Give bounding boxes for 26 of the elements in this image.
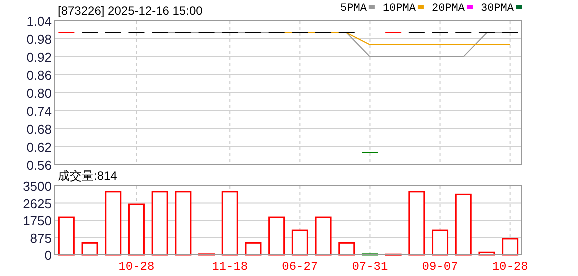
legend-label: 30PMA — [480, 3, 514, 15]
x-tick-label: 10-28 — [118, 260, 155, 274]
y-tick-label: 0.80 — [26, 86, 52, 101]
legend-label: 20PMA — [432, 3, 466, 15]
y-tick-label: 2625 — [23, 196, 52, 212]
y-tick-label: 1750 — [23, 214, 52, 228]
y-tick-label: 875 — [30, 230, 52, 246]
chart-title: 成交量:814 — [58, 169, 118, 183]
x-tick-label: 11-18 — [212, 260, 248, 274]
y-tick-label: 0.68 — [26, 122, 52, 137]
y-tick-label: 0.92 — [26, 50, 52, 65]
x-tick-label: 10-28 — [492, 260, 528, 274]
legend-label: 5PMA — [340, 3, 368, 15]
y-tick-label: 3500 — [23, 179, 52, 194]
y-tick-label: 0.86 — [26, 68, 52, 83]
y-tick-label: 0.56 — [26, 158, 52, 173]
y-tick-label: 0.74 — [26, 104, 52, 119]
y-tick-label: 0.98 — [26, 32, 52, 47]
legend-label: 10PMA — [382, 3, 416, 15]
y-tick-label: 0.62 — [26, 140, 52, 155]
chart-title: [873226] 2025-12-16 15:00 — [58, 4, 204, 18]
y-tick-label: 0 — [44, 248, 52, 263]
x-tick-label: 06-27 — [282, 260, 318, 274]
y-tick-label: 1.04 — [26, 14, 52, 29]
x-tick-label: 07-31 — [352, 260, 388, 274]
x-tick-label: 09-07 — [422, 260, 458, 274]
